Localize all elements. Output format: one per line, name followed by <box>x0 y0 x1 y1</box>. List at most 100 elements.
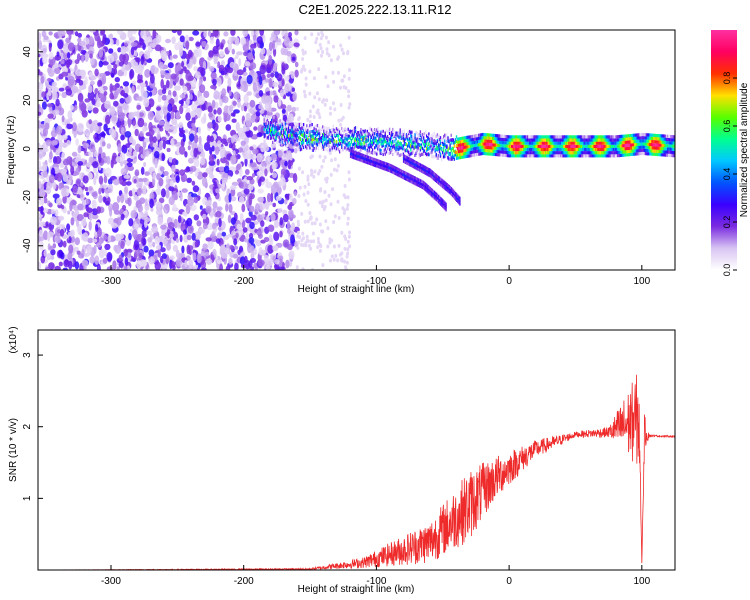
spectrogram-cell <box>100 30 106 35</box>
spectrogram-cell <box>157 94 162 103</box>
spectrogram-cell <box>87 237 94 244</box>
spectrogram-cell <box>175 238 179 243</box>
spectrogram-cell <box>164 121 170 132</box>
spectrogram-cell <box>136 104 142 110</box>
spectrogram-cell <box>296 219 300 224</box>
spectrogram-cell <box>253 126 258 131</box>
spectrogram-cell <box>185 204 191 215</box>
spectrogram-cell <box>293 145 295 149</box>
spectrogram-cell <box>47 77 52 82</box>
spectrogram-cell <box>247 130 253 138</box>
spectrogram-cell <box>204 200 212 207</box>
spectrogram-cell <box>98 60 104 68</box>
spectrogram-cell <box>342 85 346 90</box>
spectrogram-cell <box>104 104 111 109</box>
spectrogram-cell <box>39 84 44 91</box>
spectrogram-cell <box>292 91 298 102</box>
spectrogram-cell <box>67 75 75 86</box>
spectrogram-cell <box>188 259 194 269</box>
spectrogram-cell <box>96 38 102 49</box>
spectrogram-cell <box>242 30 249 37</box>
spectrogram-cell <box>66 63 70 69</box>
spectrogram-cell <box>345 260 349 265</box>
spectrogram-cell <box>120 240 125 250</box>
spectrogram-cell <box>304 82 308 87</box>
spectrogram-cell <box>116 195 121 203</box>
spectrogram-cell <box>156 202 161 211</box>
spectrogram-cell <box>425 130 427 134</box>
spectrogram-cell <box>273 30 281 36</box>
spectrogram-cell <box>444 133 446 137</box>
spectrogram-cell <box>166 229 171 239</box>
spectrogram-cell <box>61 115 65 123</box>
spectrogram-cell <box>52 126 56 132</box>
spectrogram-cell <box>105 200 110 206</box>
spectrogram-cell <box>227 214 232 224</box>
spectrogram-cell <box>56 51 60 57</box>
spectrogram-cell <box>329 106 332 111</box>
spectrogram-cell <box>442 138 444 142</box>
spectrogram-cell <box>187 197 195 206</box>
spectrogram-cell <box>133 178 137 184</box>
spectrogram-cell <box>342 74 346 79</box>
spectrogram-cell <box>279 89 285 98</box>
spectrogram-cell <box>209 66 215 72</box>
spectrogram-cell <box>66 123 73 130</box>
spectrogram-cell <box>77 122 84 133</box>
spectrogram-cell <box>216 107 222 115</box>
spectrogram-cell <box>54 109 60 115</box>
spectrogram-cell <box>331 131 333 135</box>
spectrogram-cell <box>67 210 71 215</box>
spectrogram-cell <box>320 164 324 169</box>
spectrogram-cell <box>287 204 293 210</box>
spectrogram-cell <box>192 252 197 262</box>
spectrogram-cell <box>302 138 305 142</box>
spectrogram-cell <box>318 154 322 159</box>
spectrogram-cell <box>216 158 220 166</box>
spectrogram-cell <box>325 47 329 52</box>
spectrogram-cell <box>307 182 311 187</box>
spectrogram-cell <box>245 231 249 240</box>
spectrogram-cell <box>287 143 289 148</box>
spectrogram-cell <box>128 218 134 227</box>
spectrogram-cell <box>337 55 340 60</box>
spectrogram-cell <box>440 147 443 151</box>
spectrogram-cell <box>43 230 49 241</box>
spectrogram-cell <box>318 222 322 227</box>
spectrogram-cell <box>228 143 233 149</box>
spectrogram-cell <box>243 51 248 57</box>
spectrogram-cell <box>158 120 165 126</box>
spectrogram-cell <box>198 95 205 105</box>
spectrogram-cell <box>175 257 183 267</box>
spectrogram-cell <box>234 262 239 270</box>
spectrogram-cell <box>360 128 362 132</box>
spectrogram-cell <box>169 55 173 61</box>
spectrogram-cell <box>71 151 78 157</box>
spectrogram-cell <box>293 126 295 130</box>
spectrogram-cell <box>98 175 104 185</box>
spectrogram-cell <box>119 97 125 104</box>
spectrogram-cell <box>417 139 419 143</box>
spectrogram-cell <box>324 147 326 152</box>
spectrogram-cell <box>322 98 326 102</box>
spectrogram-cell <box>337 243 341 248</box>
spectrogram-cell <box>48 174 55 184</box>
spectrogram-cell <box>61 168 67 174</box>
spectrogram-cell <box>98 153 102 164</box>
spectrogram-cell <box>172 54 178 59</box>
spectrogram-cell <box>61 142 68 148</box>
spectrogram-cell <box>342 147 344 151</box>
spectrogram-cell <box>264 168 268 177</box>
spectrogram-cell <box>43 197 48 204</box>
spectrogram-cell <box>318 248 322 253</box>
spectrogram-cell <box>95 170 99 180</box>
spectrogram-cell <box>123 174 131 179</box>
spectrogram-cell <box>242 43 249 52</box>
spectrogram-cell <box>208 112 214 118</box>
spectrogram-cell <box>304 76 308 81</box>
spectrogram-cell <box>317 97 321 102</box>
spectrogram-cell <box>230 112 235 117</box>
spectrogram-cell <box>54 209 59 217</box>
spectrogram-cell <box>95 223 99 232</box>
